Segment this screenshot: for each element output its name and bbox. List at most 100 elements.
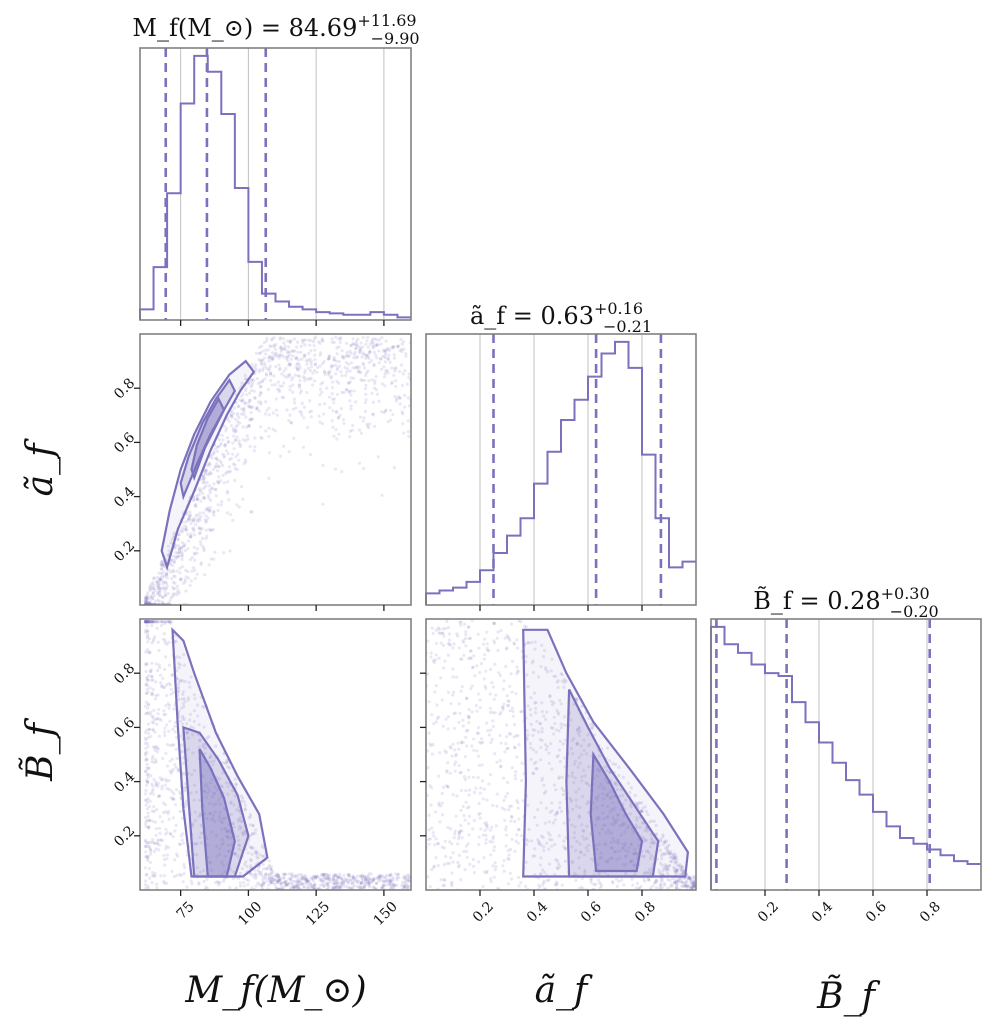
sample-point (158, 776, 162, 780)
sample-point (392, 373, 396, 377)
sample-point (171, 767, 175, 772)
sample-point (308, 410, 312, 414)
sample-point (367, 356, 371, 360)
sample-point (151, 727, 155, 731)
sample-point (617, 794, 622, 798)
sample-point (469, 687, 473, 691)
sample-point (185, 730, 189, 734)
sample-point (231, 822, 235, 826)
sample-point (192, 709, 196, 713)
sample-point (260, 436, 264, 440)
sample-point (157, 593, 162, 597)
sample-point (578, 842, 582, 846)
sample-point (444, 854, 448, 859)
sample-point (320, 872, 324, 876)
sample-point (204, 484, 208, 488)
sample-point (581, 829, 585, 833)
sample-point (191, 518, 196, 522)
sample-point (171, 835, 175, 839)
sample-point (180, 530, 184, 534)
sample-point (157, 583, 161, 587)
sample-point (605, 815, 609, 820)
sample-point (348, 349, 352, 353)
sample-point (601, 785, 605, 789)
sample-point (402, 347, 406, 351)
sample-point (178, 872, 182, 876)
sample-point (322, 359, 326, 364)
sample-point (461, 718, 465, 722)
sample-point (261, 358, 265, 363)
sample-point (332, 879, 337, 883)
sample-point (681, 871, 685, 875)
panel-hist-Mf (139, 47, 412, 321)
sample-point (303, 874, 307, 878)
sample-point (151, 591, 155, 595)
sample-point (367, 350, 372, 354)
sample-point (207, 735, 211, 739)
sample-point (144, 844, 148, 849)
sample-point (286, 373, 290, 377)
sample-point (324, 875, 328, 880)
sample-point (330, 885, 335, 889)
sample-point (197, 532, 202, 536)
sample-point (533, 854, 537, 858)
sample-point (633, 851, 637, 855)
sample-point (380, 410, 384, 414)
sample-point (605, 768, 609, 772)
sample-point (529, 757, 533, 762)
sample-point (386, 357, 390, 361)
sample-point (150, 674, 154, 678)
sample-point (351, 423, 355, 428)
sample-point (470, 710, 474, 714)
sample-point (155, 620, 159, 624)
sample-point (663, 866, 667, 870)
sample-point (313, 883, 317, 887)
sample-point (356, 370, 361, 374)
sample-point (215, 469, 220, 473)
sample-point (240, 394, 244, 398)
sample-point (178, 790, 182, 794)
sample-point (376, 876, 380, 880)
sample-point (505, 734, 509, 739)
sample-point (384, 878, 388, 882)
sample-point (351, 342, 355, 346)
sample-point (190, 555, 194, 560)
sample-point (622, 883, 626, 887)
sample-point (403, 875, 407, 879)
sample-point (237, 441, 241, 446)
sample-point (203, 471, 207, 475)
sample-point (280, 395, 284, 399)
sample-point (545, 710, 549, 714)
sample-point (472, 818, 476, 823)
sample-point (145, 620, 149, 624)
sample-point (283, 344, 287, 348)
sample-point (407, 876, 411, 880)
sample-point (692, 884, 696, 888)
sample-point (144, 670, 148, 674)
sample-point (184, 575, 188, 579)
sample-point (501, 864, 505, 868)
sample-point (154, 827, 159, 831)
sample-point (246, 878, 251, 883)
sample-point (449, 701, 453, 706)
sample-point (145, 597, 149, 602)
sample-point (321, 412, 326, 416)
sample-point (389, 880, 393, 884)
sample-point (285, 354, 289, 358)
sample-point (601, 797, 606, 801)
sample-point (550, 844, 554, 848)
sample-point (557, 748, 561, 752)
sample-point (366, 880, 370, 884)
sample-point (633, 793, 637, 798)
sample-point (508, 847, 513, 852)
sample-point (272, 882, 277, 886)
sample-point (192, 527, 196, 531)
sample-point (173, 557, 177, 561)
sample-point (283, 872, 287, 876)
sample-point (149, 849, 153, 853)
sample-point (327, 878, 331, 882)
sample-point (357, 349, 362, 354)
sample-point (144, 758, 148, 762)
sample-point (241, 438, 246, 442)
sample-point (619, 833, 624, 837)
